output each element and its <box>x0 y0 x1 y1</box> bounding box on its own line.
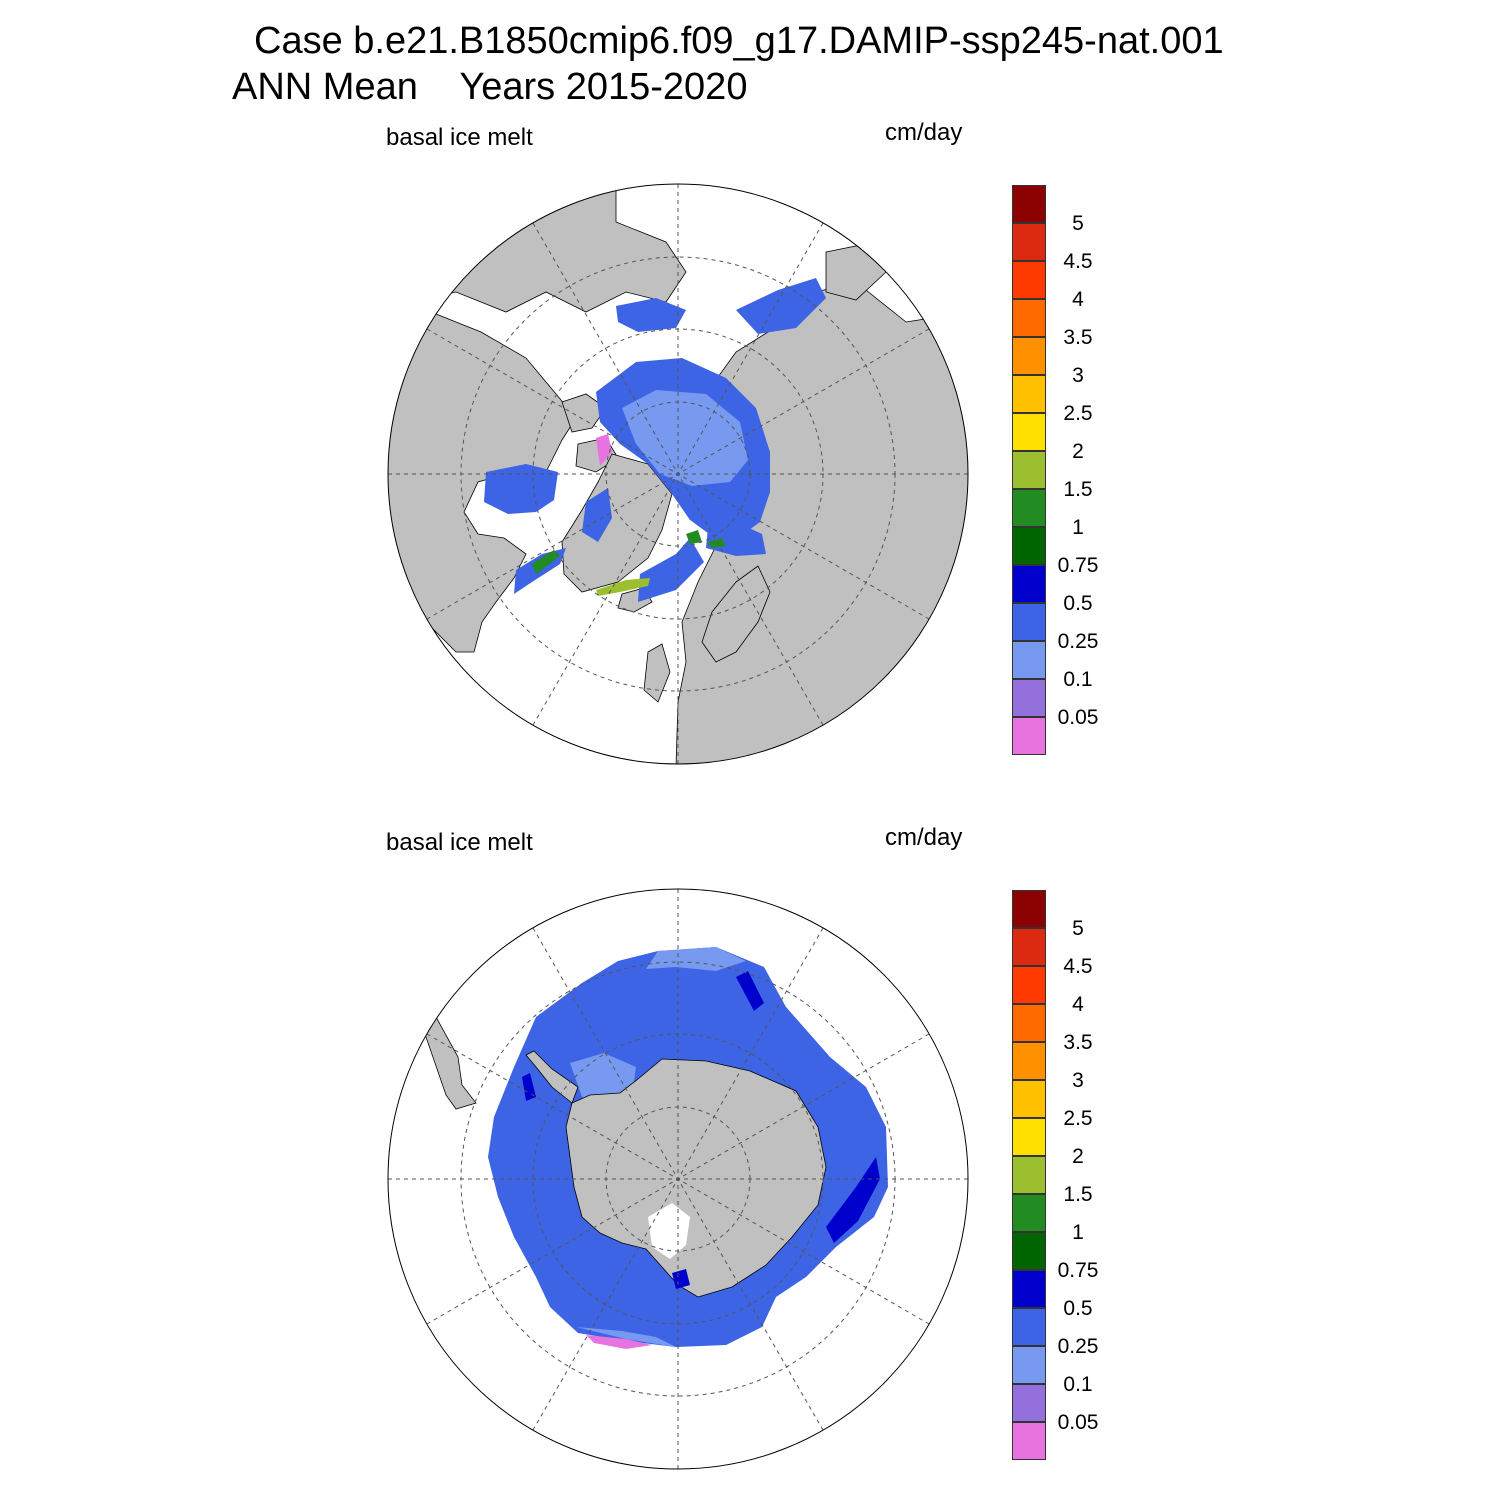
colorbar-label: 3 <box>1072 364 1084 387</box>
high-melt-patch-ross <box>672 1269 690 1289</box>
colorbar-label: 0.25 <box>1057 630 1099 653</box>
colorbar-swatch <box>1012 223 1046 261</box>
labrador-sea-high-melt <box>532 550 560 574</box>
south-polar-map <box>387 888 969 1470</box>
colorbar-swatch <box>1012 527 1046 565</box>
map-boundary <box>387 183 969 765</box>
colorbar-swatch <box>1012 641 1046 679</box>
colorbar-swatch <box>1012 565 1046 603</box>
colorbar-swatch <box>1012 1384 1046 1422</box>
south-colorbar: 5 4.5 4 3.5 3 2.5 2 1.5 1 0.75 0.5 0.25 0.1 0.05 <box>1000 890 1120 1465</box>
high-melt-patch-east <box>826 1157 880 1243</box>
canadian-archipelago-low-melt <box>596 434 612 466</box>
south-panel-units-label: cm/day <box>885 824 963 851</box>
colorbar-label: 5 <box>1072 212 1084 235</box>
colorbar-swatch <box>1012 928 1046 966</box>
colorbar-label: 1 <box>1072 1221 1084 1244</box>
barents-sea-melt <box>706 522 766 556</box>
very-low-melt-ross-edge <box>586 1335 652 1349</box>
colorbar-swatch <box>1012 1270 1046 1308</box>
colorbar-label: 4 <box>1072 993 1084 1016</box>
colorbar-swatch <box>1012 451 1046 489</box>
colorbar-label: 2 <box>1072 440 1084 463</box>
colorbar-label: 0.1 <box>1063 668 1093 691</box>
map-boundary <box>387 888 969 1470</box>
north-america-land <box>388 281 577 653</box>
north-colorbar: 5 4.5 4 3.5 3 2.5 2 1.5 1 0.75 0.5 0.25 0.1 0.05 <box>1000 185 1120 760</box>
okhotsk-sea-melt <box>736 278 826 334</box>
colorbar-label: 3.5 <box>1063 326 1093 349</box>
colorbar-swatch <box>1012 1042 1046 1080</box>
colorbar-swatch <box>1012 1194 1046 1232</box>
baffin-bay-melt <box>582 488 612 542</box>
colorbar-label: 0.75 <box>1057 554 1099 577</box>
colorbar-swatch <box>1012 603 1046 641</box>
colorbar-label: 2 <box>1072 1145 1084 1168</box>
colorbar-label: 0.75 <box>1057 1259 1099 1282</box>
colorbar-label: 2.5 <box>1063 1107 1093 1130</box>
colorbar-swatch <box>1012 375 1046 413</box>
colorbar-label: 0.5 <box>1063 1297 1093 1320</box>
colorbar-swatch <box>1012 966 1046 1004</box>
colorbar-swatch <box>1012 1118 1046 1156</box>
colorbar-swatch <box>1012 337 1046 375</box>
colorbar-label: 2.5 <box>1063 402 1093 425</box>
colorbar-label: 1.5 <box>1063 478 1093 501</box>
colorbar-label: 0.25 <box>1057 1335 1099 1358</box>
greenland-east-high-melt <box>596 578 650 596</box>
graticule <box>388 184 968 764</box>
south-panel-variable-label: basal ice melt <box>386 829 533 856</box>
colorbar-label: 1.5 <box>1063 1183 1093 1206</box>
colorbar-swatch <box>1012 890 1046 928</box>
figure-title-line-1: Case b.e21.B1850cmip6.f09_g17.DAMIP-ssp2… <box>254 20 1224 62</box>
colorbar-swatch <box>1012 413 1046 451</box>
colorbar-swatch <box>1012 489 1046 527</box>
colorbar-label: 5 <box>1072 917 1084 940</box>
north-panel-units-label: cm/day <box>885 119 963 146</box>
greenland-east-melt <box>638 538 704 602</box>
colorbar-swatch <box>1012 1346 1046 1384</box>
north-polar-map <box>387 183 969 765</box>
high-melt-patch-west <box>522 1073 536 1101</box>
colorbar-label: 0.5 <box>1063 592 1093 615</box>
colorbar-label: 1 <box>1072 516 1084 539</box>
colorbar-swatch <box>1012 1308 1046 1346</box>
bering-sea-melt <box>616 298 686 332</box>
central-arctic-low-melt <box>622 390 748 486</box>
colorbar-swatch <box>1012 717 1046 755</box>
colorbar-swatch <box>1012 299 1046 337</box>
hudson-bay-water <box>484 464 558 514</box>
colorbar-label: 0.05 <box>1057 1411 1099 1434</box>
colorbar-swatch <box>1012 185 1046 223</box>
colorbar-label: 0.05 <box>1057 706 1099 729</box>
graticule <box>388 889 968 1469</box>
colorbar-swatch <box>1012 1156 1046 1194</box>
colorbar-label: 0.1 <box>1063 1373 1093 1396</box>
colorbar-swatch <box>1012 679 1046 717</box>
british-isles-land <box>643 643 671 703</box>
colorbar-swatch <box>1012 1232 1046 1270</box>
north-panel-variable-label: basal ice melt <box>386 124 533 151</box>
colorbar-label: 3 <box>1072 1069 1084 1092</box>
colorbar-swatch <box>1012 261 1046 299</box>
colorbar-swatch <box>1012 1080 1046 1118</box>
figure-title-line-2: ANN Mean Years 2015-2020 <box>232 66 748 108</box>
colorbar-label: 4.5 <box>1063 955 1093 978</box>
ross-ice-shelf-bay <box>648 1203 690 1259</box>
colorbar-swatch <box>1012 1004 1046 1042</box>
scandinavia-land <box>701 565 771 663</box>
colorbar-label: 4 <box>1072 288 1084 311</box>
colorbar-swatch <box>1012 1422 1046 1460</box>
high-melt-patch-northeast <box>736 971 764 1011</box>
barents-high-melt <box>686 530 726 548</box>
antarctic-peninsula-land <box>525 1050 579 1104</box>
colorbar-label: 3.5 <box>1063 1031 1093 1054</box>
colorbar-label: 4.5 <box>1063 250 1093 273</box>
